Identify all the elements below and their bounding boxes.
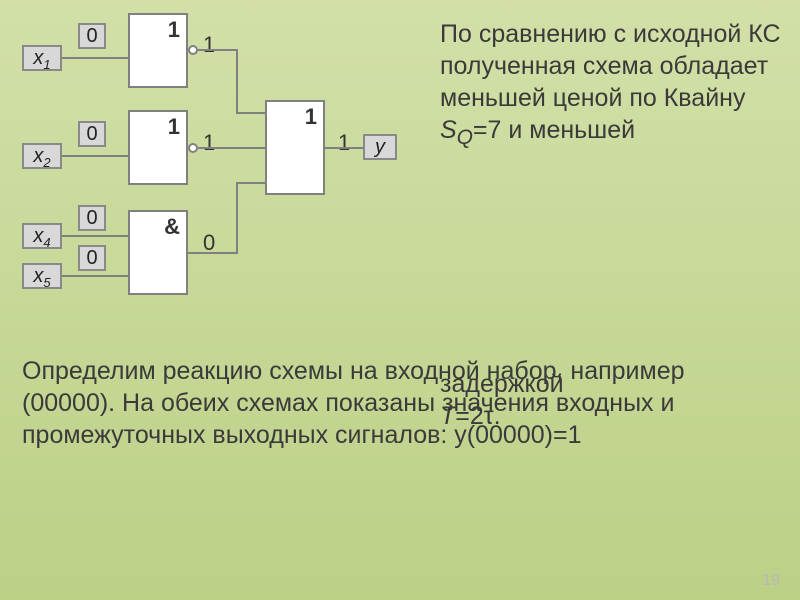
input-x4: x4 [22, 223, 62, 249]
value-out2: 1 [203, 130, 215, 156]
gate-g1: 1 [128, 13, 188, 88]
value-x2: 0 [78, 121, 106, 147]
value-out4: 1 [338, 130, 350, 156]
wire-w_o1h [198, 49, 238, 51]
gate-g4-label: 1 [305, 104, 317, 130]
wire-w_o3v [236, 182, 238, 254]
wire-w_o2h [198, 147, 265, 149]
gate-g4: 1 [265, 100, 325, 195]
gate-g1-label: 1 [168, 17, 180, 43]
page-number: 19 [762, 572, 780, 590]
value-out1: 1 [203, 32, 215, 58]
input-x2: x2 [22, 143, 62, 169]
input-x1: x1 [22, 45, 62, 71]
wire-w_o3h [188, 252, 238, 254]
gate-g2-bubble [188, 143, 198, 153]
wire-w_x4 [62, 235, 128, 237]
value-x1: 0 [78, 23, 106, 49]
wire-w_o1v [236, 49, 238, 114]
gate-g2: 1 [128, 110, 188, 185]
gate-g1-bubble [188, 45, 198, 55]
gate-g2-label: 1 [168, 114, 180, 140]
wire-w_x2 [62, 155, 128, 157]
wire-w_o3h2 [236, 182, 265, 184]
paragraph-right: По сравнению с исходной КС полученная сх… [440, 18, 790, 152]
wire-w_x5 [62, 275, 128, 277]
output-y: y [363, 134, 397, 160]
value-x4: 0 [78, 205, 106, 231]
wire-w_o1h2 [236, 112, 265, 114]
gate-g3: & [128, 210, 188, 295]
gate-g3-label: & [164, 214, 180, 240]
wire-w_out [325, 147, 363, 149]
wire-w_x1 [62, 57, 128, 59]
input-x5: x5 [22, 263, 62, 289]
paragraph-bottom: Определим реакцию схемы на входной набор… [22, 355, 782, 451]
value-x5: 0 [78, 245, 106, 271]
